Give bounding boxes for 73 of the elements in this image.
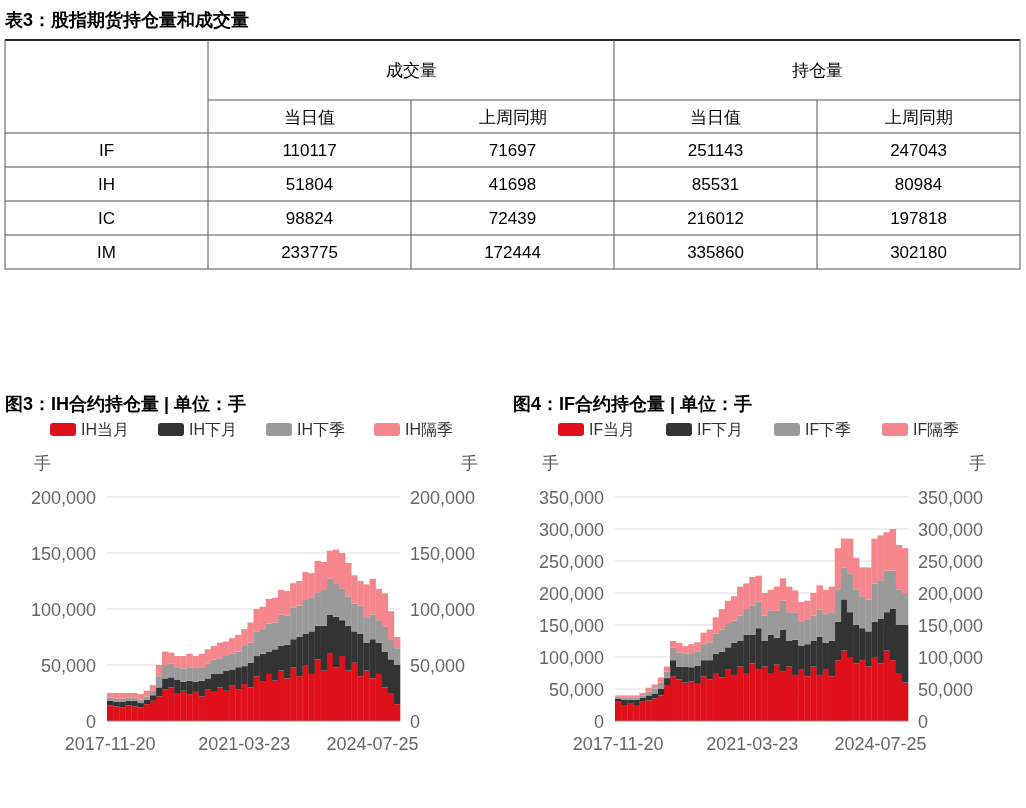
data-label: 251143 — [687, 141, 744, 160]
text: 持仓量 — [791, 61, 843, 80]
legend-label: IF当月 — [589, 421, 636, 438]
y2-tick-label: 100,000 — [410, 600, 476, 620]
y-tick-label: IM — [97, 243, 116, 262]
data-label: 41698 — [488, 175, 537, 194]
y-axis-title: 手 — [541, 454, 559, 473]
y-tick-label: 300,000 — [538, 520, 604, 540]
y-tick-label: 250,000 — [538, 552, 604, 572]
x-tick-label: 2017-11-20 — [64, 734, 156, 754]
x-tick-label: 2021-03-23 — [706, 734, 799, 754]
chart-title: 图3：IH合约持仓量 | 单位：手 — [5, 394, 247, 414]
data-label: 233775 — [281, 243, 338, 262]
y2-axis-title: 手 — [460, 454, 478, 473]
y2-tick-label: 300,000 — [918, 520, 984, 540]
y2-tick-label: 150,000 — [410, 544, 476, 564]
data-label: 247043 — [890, 141, 947, 160]
y2-tick-label: 0 — [918, 712, 929, 732]
y-tick-label: IC — [98, 209, 115, 228]
y-tick-label: 50,000 — [40, 656, 96, 676]
y-tick-label: 350,000 — [538, 488, 604, 508]
y-tick-label: 0 — [85, 712, 96, 732]
y2-tick-label: 50,000 — [918, 680, 974, 700]
data-label: 110117 — [282, 141, 337, 160]
legend-label: IH下季 — [297, 421, 345, 438]
y-tick-label: 0 — [593, 712, 604, 732]
y-tick-label: 150,000 — [538, 616, 604, 636]
chart-title: 图4：IF合约持仓量 | 单位：手 — [513, 394, 753, 414]
data-label: 51804 — [285, 175, 334, 194]
x-tick-label: 2024-07-25 — [326, 734, 419, 754]
y-tick-label: IH — [98, 175, 115, 194]
legend-label: IH当月 — [81, 421, 129, 438]
legend-label: IH下月 — [189, 421, 237, 438]
legend-label: IH隔季 — [405, 421, 453, 438]
text: 成交量 — [385, 61, 437, 80]
x-tick-label: 当日值 — [690, 107, 741, 127]
x-tick-label: 当日值 — [284, 107, 335, 127]
y2-tick-label: 0 — [410, 712, 421, 732]
data-label: 216012 — [687, 209, 744, 228]
y-tick-label: 50,000 — [548, 680, 604, 700]
chart-title: 表3：股指期货持仓量和成交量 — [4, 10, 250, 30]
y2-axis-title: 手 — [968, 454, 986, 473]
data-label: 98824 — [285, 209, 334, 228]
data-label: 85531 — [691, 175, 740, 194]
y2-tick-label: 200,000 — [918, 584, 984, 604]
y-tick-label: 100,000 — [538, 648, 604, 668]
y-axis-title: 手 — [33, 454, 51, 473]
legend-label: IF下月 — [697, 421, 744, 438]
x-tick-label: 2021-03-23 — [198, 734, 291, 754]
data-label: 302180 — [890, 243, 947, 262]
y-tick-label: 200,000 — [30, 488, 96, 508]
legend-label: IF隔季 — [913, 421, 960, 438]
x-tick-label: 2017-11-20 — [572, 734, 664, 754]
data-label: 72439 — [488, 209, 537, 228]
x-tick-label: 上周同期 — [884, 107, 953, 127]
data-label: 172444 — [484, 243, 541, 262]
y-tick-label: 100,000 — [30, 600, 96, 620]
y2-tick-label: 150,000 — [918, 616, 984, 636]
x-tick-label: 2024-07-25 — [834, 734, 927, 754]
y-tick-label: IF — [98, 141, 115, 160]
y2-tick-label: 250,000 — [918, 552, 984, 572]
y2-tick-label: 100,000 — [918, 648, 984, 668]
y-tick-label: 200,000 — [538, 584, 604, 604]
y2-tick-label: 200,000 — [410, 488, 476, 508]
y-tick-label: 150,000 — [30, 544, 96, 564]
data-label: 335860 — [687, 243, 744, 262]
y2-tick-label: 350,000 — [918, 488, 984, 508]
x-tick-label: 上周同期 — [478, 107, 547, 127]
data-label: 71697 — [488, 141, 537, 160]
data-label: 80984 — [894, 175, 943, 194]
data-label: 197818 — [890, 209, 947, 228]
y2-tick-label: 50,000 — [410, 656, 466, 676]
legend-label: IF下季 — [805, 421, 852, 438]
